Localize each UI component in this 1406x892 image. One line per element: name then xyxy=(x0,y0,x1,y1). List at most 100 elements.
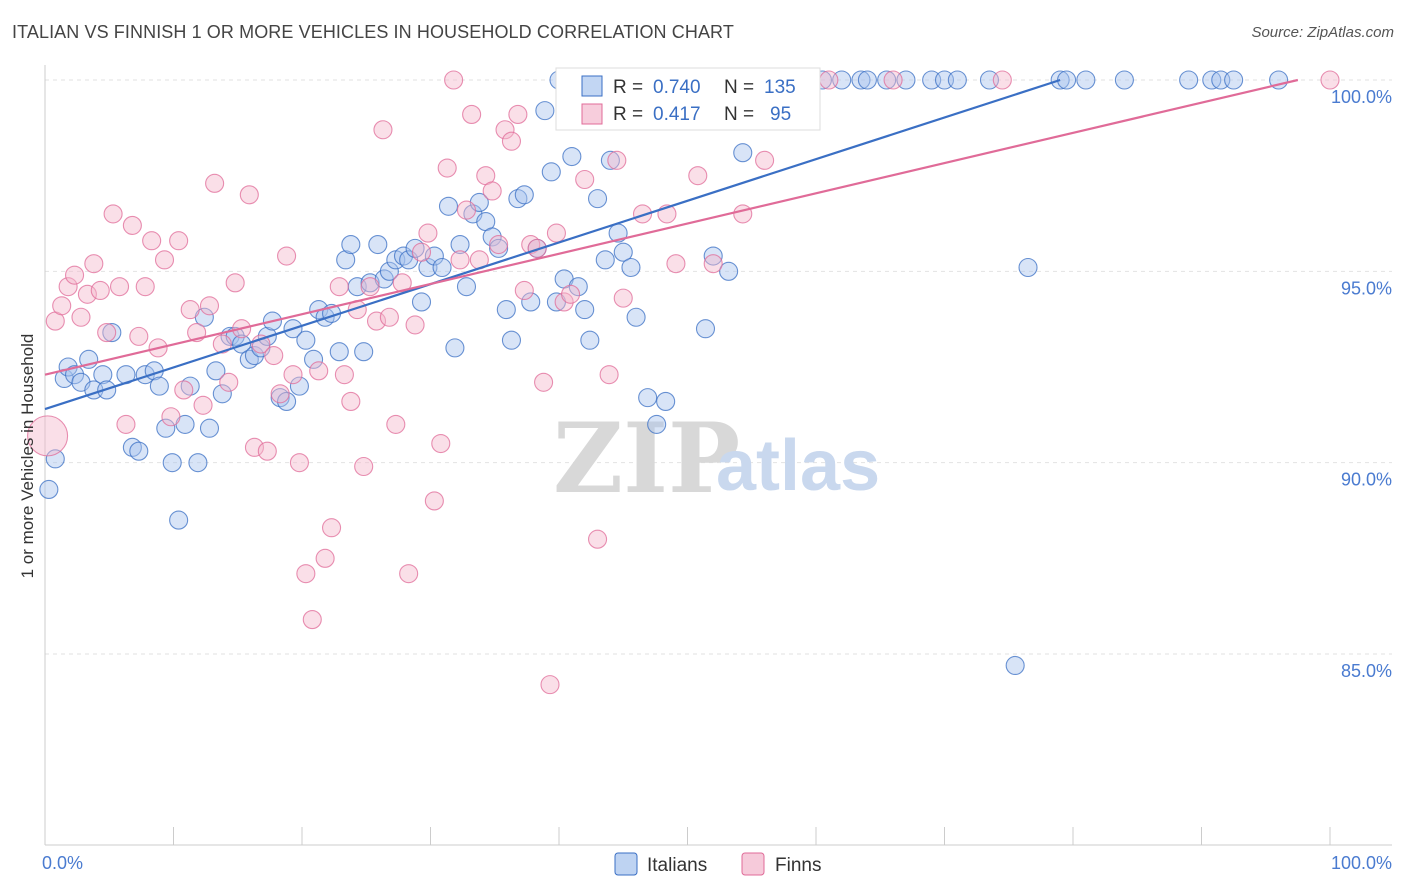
italian-point xyxy=(626,307,646,327)
italian-point xyxy=(580,330,600,350)
italian-point xyxy=(199,418,220,438)
finn-point xyxy=(161,407,181,427)
finn-point xyxy=(819,70,839,90)
italian-point xyxy=(438,196,459,216)
finn-point xyxy=(437,158,457,178)
finn-point xyxy=(180,300,200,320)
finn-point xyxy=(373,120,393,140)
finn-point xyxy=(431,433,451,454)
finn-point xyxy=(444,70,464,90)
italian-point xyxy=(156,418,176,438)
finn-point xyxy=(514,280,534,301)
finn-point xyxy=(666,254,686,274)
italian-point xyxy=(587,189,608,209)
x-tick-label-max: 100.0% xyxy=(1331,853,1392,873)
italian-point xyxy=(379,261,399,281)
finn-point xyxy=(450,250,470,270)
finn-point xyxy=(65,265,85,285)
italian-point xyxy=(445,338,465,358)
finn-point xyxy=(755,150,775,170)
italian-point xyxy=(703,246,723,266)
finn-point xyxy=(129,326,149,346)
finn-point xyxy=(366,311,387,331)
finn-point xyxy=(169,231,189,251)
finn-point xyxy=(58,277,78,297)
italian-point xyxy=(1005,655,1025,676)
stats-n-label-finns: N = xyxy=(724,104,754,125)
finn-point xyxy=(27,415,69,457)
finn-point xyxy=(418,223,438,243)
finn-point xyxy=(329,277,349,297)
stats-n-label-italians: N = xyxy=(724,77,754,98)
finn-point xyxy=(205,173,225,193)
finn-point xyxy=(392,273,412,293)
finn-point xyxy=(135,277,155,297)
chart-title: ITALIAN VS FINNISH 1 OR MORE VEHICLES IN… xyxy=(12,22,734,42)
finn-point xyxy=(219,372,239,392)
stats-r-label-italians: R = xyxy=(613,77,643,98)
finn-point xyxy=(212,334,232,354)
finn-point xyxy=(546,223,566,243)
italian-point xyxy=(393,246,414,266)
finn-point xyxy=(883,70,903,90)
finn-point xyxy=(482,181,502,201)
y-tick-label-95: 95.0% xyxy=(1341,278,1392,298)
legend-label-italians: Italians xyxy=(647,855,707,876)
finn-point xyxy=(508,104,528,124)
legend-label-finns: Finns xyxy=(775,855,821,876)
finn-point xyxy=(142,231,162,251)
finn-point xyxy=(77,284,97,304)
stats-r-label-finns: R = xyxy=(613,104,643,125)
finn-point xyxy=(122,215,142,235)
finn-point xyxy=(334,365,354,385)
italian-point xyxy=(877,70,897,90)
italian-point xyxy=(482,227,502,247)
trend-line-finns xyxy=(44,78,1299,376)
finn-point xyxy=(199,296,220,316)
finn-point xyxy=(632,204,653,224)
finn-point xyxy=(174,380,194,400)
stats-n-finns: 95 xyxy=(770,104,791,125)
italian-point xyxy=(212,384,232,404)
italian-point xyxy=(206,361,226,381)
italian-point xyxy=(501,330,522,350)
finn-point xyxy=(540,675,560,695)
finn-point xyxy=(239,185,259,205)
finn-point xyxy=(399,564,419,584)
finn-point xyxy=(379,307,399,327)
italian-point xyxy=(232,334,252,354)
italian-point xyxy=(1076,70,1096,90)
finn-point xyxy=(733,204,753,224)
finn-point xyxy=(587,529,608,549)
italian-point xyxy=(354,342,374,362)
italian-point xyxy=(39,479,59,500)
finn-point xyxy=(703,254,723,274)
finn-point xyxy=(244,437,265,457)
y-axis-title: 1 or more Vehicles in Household xyxy=(18,334,37,579)
legend-swatch-italians xyxy=(614,852,638,876)
finn-point xyxy=(688,166,708,186)
finn-point xyxy=(1320,70,1340,90)
watermark: ZIP atlas xyxy=(553,402,880,515)
finn-point xyxy=(489,234,509,255)
finn-point xyxy=(52,296,72,316)
trend-line-italians xyxy=(44,78,1061,411)
italian-point xyxy=(562,146,582,167)
stats-r-italians: 0.740 xyxy=(653,77,701,98)
finn-point xyxy=(322,518,342,538)
italian-point xyxy=(244,345,265,366)
finn-point xyxy=(109,277,130,297)
italian-point xyxy=(450,234,470,255)
italian-point xyxy=(368,234,388,255)
italian-point xyxy=(514,185,534,205)
finn-point xyxy=(534,372,554,392)
trend-lines xyxy=(44,78,1299,411)
stats-swatch-italians xyxy=(581,75,603,97)
finn-point xyxy=(264,345,284,366)
italian-point xyxy=(432,257,452,278)
x-tick-labels: 0.0% 100.0% xyxy=(42,853,1392,873)
finn-point xyxy=(270,384,290,404)
italian-point xyxy=(647,414,667,434)
italian-point xyxy=(188,453,208,473)
